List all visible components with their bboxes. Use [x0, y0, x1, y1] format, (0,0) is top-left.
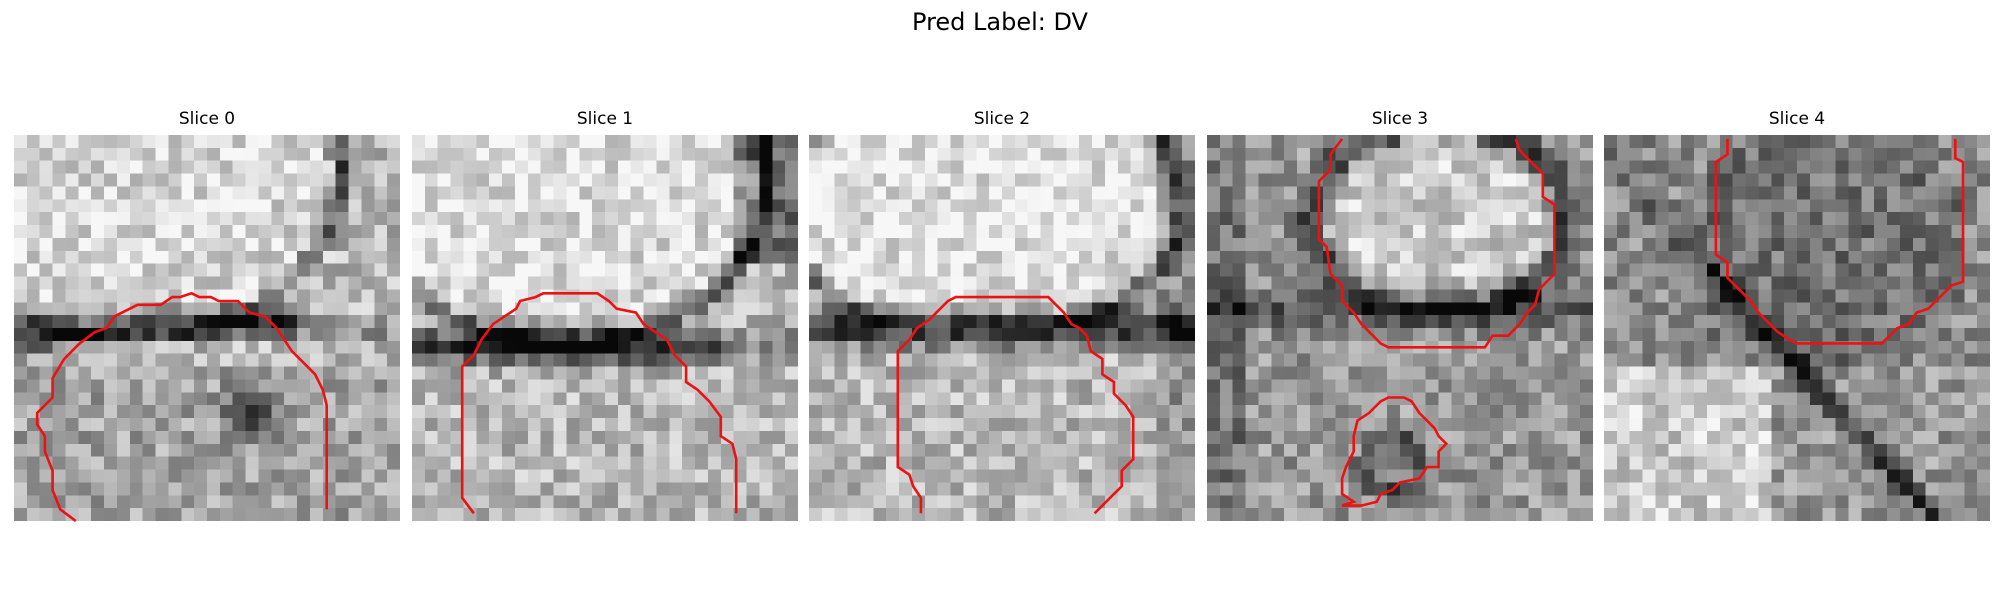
- prediction-contour-1: [1340, 396, 1449, 507]
- slice-image: [1207, 135, 1593, 521]
- prediction-contour-0: [896, 295, 1135, 515]
- slice-title: Slice 4: [1768, 109, 1826, 129]
- slice-title: Slice 2: [973, 109, 1031, 129]
- slice-image: [1604, 135, 1990, 521]
- slice-image: [14, 135, 400, 521]
- prediction-contour-0: [460, 292, 738, 515]
- slice-title: Slice 3: [1371, 109, 1429, 129]
- contour-overlay: [1714, 138, 1965, 345]
- slice-image: [809, 135, 1195, 521]
- contour-overlay: [896, 295, 1135, 515]
- figure-title: Pred Label: DV: [912, 8, 1088, 36]
- slice-title: Slice 1: [576, 109, 634, 129]
- contour-overlay: [35, 291, 329, 523]
- contour-overlay: [1317, 138, 1556, 507]
- prediction-contour-0: [1714, 138, 1965, 345]
- slice-image: [412, 135, 798, 521]
- contour-overlay: [460, 292, 738, 515]
- slice-title: Slice 0: [178, 109, 236, 129]
- prediction-contour-0: [1317, 138, 1556, 349]
- prediction-contour-0: [35, 291, 329, 523]
